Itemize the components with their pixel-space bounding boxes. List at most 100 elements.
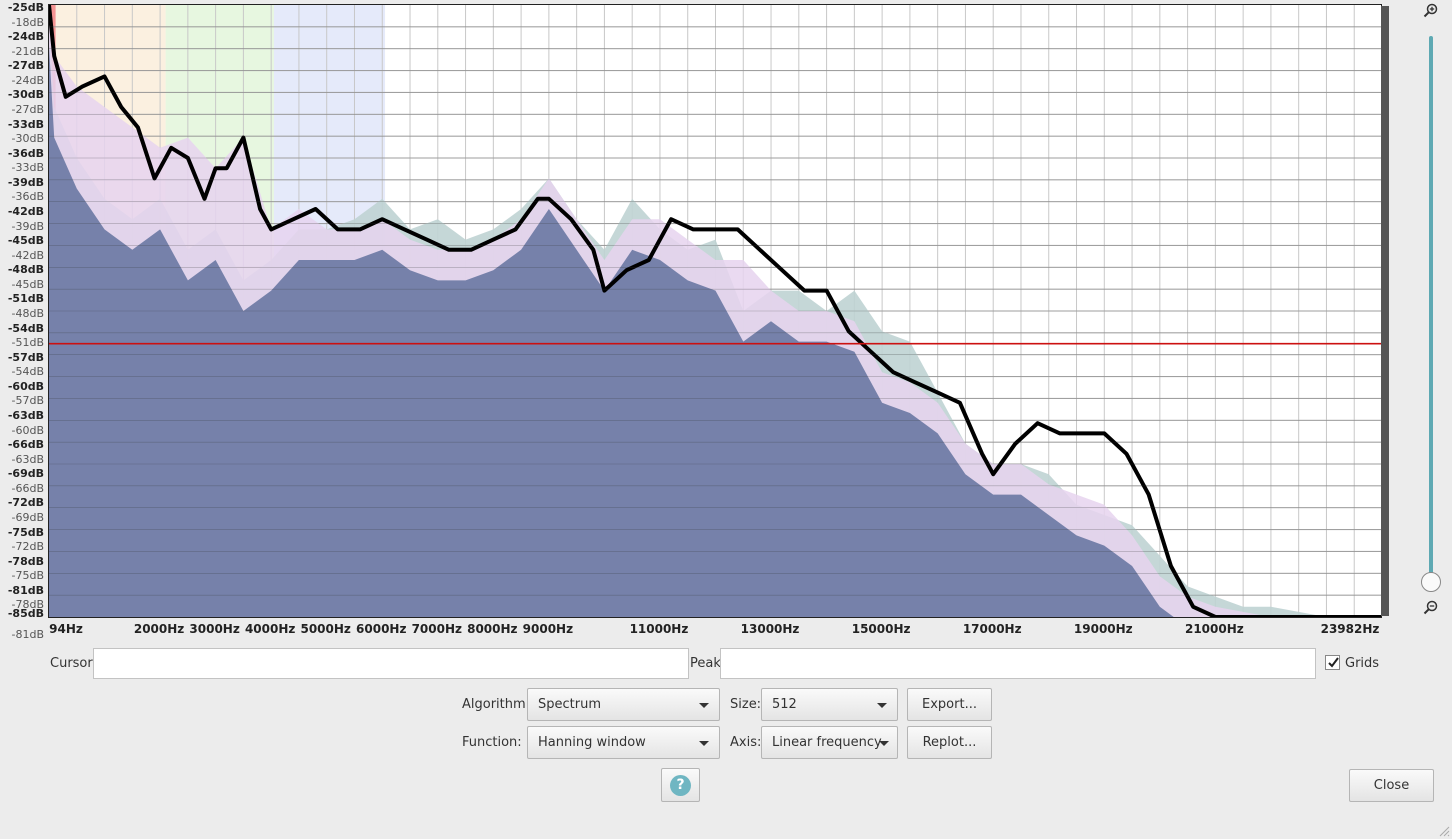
- y-minor-tick-label: -60dB: [11, 423, 45, 437]
- y-tick-label: -66dB: [7, 438, 44, 452]
- spectrum-plot[interactable]: [48, 4, 1382, 618]
- size-select[interactable]: 512: [761, 688, 898, 721]
- y-tick-label: -30dB: [7, 88, 44, 102]
- grids-checkbox[interactable]: [1325, 655, 1340, 670]
- resize-grip-icon[interactable]: [1438, 825, 1450, 837]
- axis-label: Axis:: [730, 735, 762, 750]
- cursor-field[interactable]: [93, 648, 689, 679]
- y-minor-tick-label: -72dB: [11, 540, 45, 554]
- x-tick-label: 17000Hz: [962, 622, 1022, 636]
- grids-label: Grids: [1345, 656, 1380, 671]
- help-button[interactable]: ?: [661, 768, 700, 802]
- y-tick-label: -69dB: [7, 467, 44, 481]
- close-button[interactable]: Close: [1349, 769, 1434, 802]
- x-tick-label: 19000Hz: [1073, 622, 1133, 636]
- y-tick-label: -45dB: [7, 234, 44, 248]
- x-tick-label: 4000Hz: [244, 622, 296, 636]
- cursor-label: Cursor:: [50, 656, 97, 671]
- y-tick-label: -27dB: [7, 59, 44, 73]
- y-axis: -25dB -24dB -27dB -30dB -33dB -36dB -39dB -42dB…: [0, 0, 48, 641]
- y-minor-tick-label: -42dB: [11, 248, 45, 262]
- chevron-down-icon: [699, 741, 709, 746]
- y-tick-label: -42dB: [7, 205, 44, 218]
- y-tick-label: -36dB: [7, 146, 44, 160]
- y-minor-tick-label: -51dB: [11, 336, 45, 350]
- y-minor-tick-label: -63dB: [11, 452, 45, 466]
- zoom-slider-handle[interactable]: [1421, 572, 1441, 592]
- x-tick-label: 2000Hz: [133, 622, 185, 636]
- x-tick-label: 11000Hz: [629, 622, 689, 636]
- dark-spectrum-area: [49, 45, 1381, 617]
- y-minor-tick-label: -78dB: [11, 598, 45, 612]
- x-tick-label: 13000Hz: [740, 622, 800, 636]
- y-tick-label: -85dB: [7, 607, 44, 620]
- y-tick-label: -48dB: [7, 263, 44, 277]
- axis-select[interactable]: Linear frequency: [761, 726, 898, 759]
- x-tick-label: 94Hz: [49, 622, 83, 636]
- y-tick-label: -25dB: [7, 1, 44, 14]
- y-tick-label: -75dB: [7, 525, 44, 539]
- size-label: Size:: [730, 697, 762, 712]
- chevron-down-icon: [699, 703, 709, 708]
- y-minor-tick-label: -69dB: [11, 511, 45, 524]
- y-minor-tick-label: -18dB: [11, 15, 45, 29]
- y-minor-tick-label: -75dB: [11, 569, 45, 583]
- peak-label: Peak:: [690, 656, 726, 671]
- y-tick-label: -72dB: [7, 496, 44, 510]
- x-tick-label: 7000Hz: [411, 622, 462, 636]
- vertical-scrollbar[interactable]: [1381, 6, 1389, 616]
- main-spectrum-line: [49, 5, 1381, 617]
- function-label: Function:: [462, 735, 522, 750]
- y-minor-tick-label: -66dB: [11, 481, 45, 495]
- y-minor-tick-label: -30dB: [11, 132, 45, 146]
- y-minor-tick-label: -45dB: [11, 277, 45, 291]
- y-tick-label: -63dB: [7, 409, 44, 422]
- x-tick-label: 23982Hz: [1320, 622, 1380, 636]
- x-tick-label: 8000Hz: [467, 622, 518, 636]
- zoom-out-icon[interactable]: [1423, 600, 1439, 616]
- y-minor-tick-label: -57dB: [11, 394, 45, 408]
- x-axis: 94Hz 2000Hz 3000Hz 4000Hz 5000Hz 6000Hz 7000Hz…: [48, 617, 1380, 639]
- y-tick-label: -33dB: [7, 117, 44, 131]
- algorithm-value: Spectrum: [538, 697, 601, 712]
- checkmark-icon: [1328, 657, 1339, 668]
- y-minor-tick-label: -39dB: [11, 219, 45, 233]
- y-minor-tick-label: -36dB: [11, 190, 45, 204]
- x-tick-label: 15000Hz: [851, 622, 911, 636]
- function-select[interactable]: Hanning window: [527, 726, 720, 759]
- y-tick-label: -57dB: [7, 350, 44, 364]
- y-tick-label: -24dB: [7, 30, 44, 44]
- x-tick-label: 6000Hz: [356, 622, 407, 636]
- algorithm-label: Algorithm:: [462, 697, 531, 712]
- y-tick-label: -78dB: [7, 554, 44, 568]
- peak-field[interactable]: [720, 648, 1316, 679]
- x-tick-label: 3000Hz: [189, 622, 240, 636]
- y-tick-label: -60dB: [7, 379, 44, 393]
- axis-value: Linear frequency: [772, 735, 882, 750]
- chevron-down-icon: [877, 703, 887, 708]
- zoom-in-icon[interactable]: [1423, 3, 1439, 19]
- function-value: Hanning window: [538, 735, 646, 750]
- help-icon: ?: [670, 774, 691, 796]
- y-tick-label: -81dB: [7, 583, 44, 597]
- y-minor-tick-label: -81dB: [11, 627, 45, 641]
- replot-button[interactable]: Replot...: [907, 726, 992, 759]
- spectrum-chart: [49, 5, 1381, 617]
- y-minor-tick-label: -54dB: [11, 365, 45, 379]
- y-minor-tick-label: -24dB: [11, 73, 45, 87]
- x-tick-label: 5000Hz: [300, 622, 351, 636]
- y-minor-tick-label: -21dB: [11, 44, 45, 58]
- y-tick-label: -54dB: [7, 321, 44, 335]
- y-minor-tick-label: -27dB: [11, 103, 45, 116]
- chevron-down-icon: [879, 741, 889, 746]
- y-tick-label: -39dB: [7, 175, 44, 189]
- zoom-slider-track[interactable]: [1429, 36, 1433, 584]
- x-tick-label: 21000Hz: [1184, 622, 1244, 636]
- y-tick-label: -51dB: [7, 292, 44, 306]
- y-minor-tick-label: -48dB: [11, 307, 45, 320]
- y-minor-tick-label: -33dB: [11, 161, 45, 175]
- x-tick-label: 9000Hz: [522, 622, 574, 636]
- size-value: 512: [772, 697, 797, 712]
- algorithm-select[interactable]: Spectrum: [527, 688, 720, 721]
- export-button[interactable]: Export...: [907, 688, 992, 721]
